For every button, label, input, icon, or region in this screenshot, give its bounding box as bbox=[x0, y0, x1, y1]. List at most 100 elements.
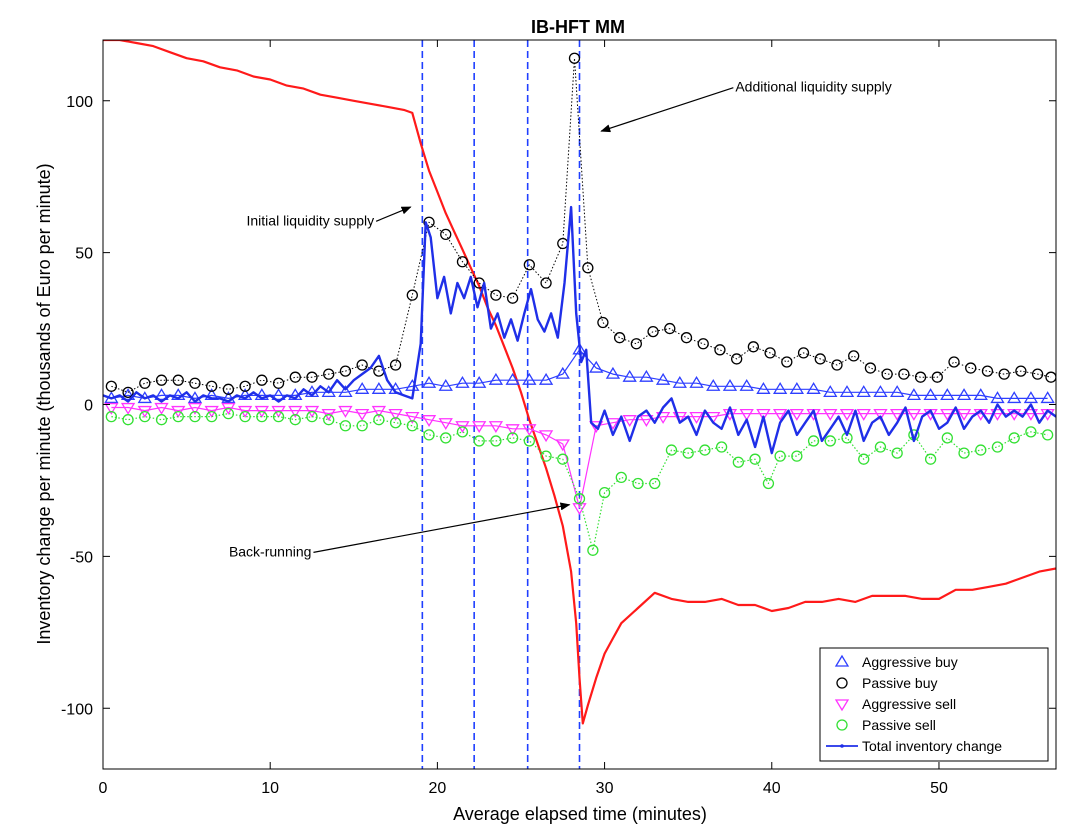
legend-swatch bbox=[836, 677, 848, 689]
data-point-aggressive-buy bbox=[772, 382, 788, 394]
data-point-passive-buy bbox=[568, 52, 581, 64]
data-point-passive-sell bbox=[506, 432, 519, 444]
data-point-passive-sell bbox=[406, 420, 418, 432]
data-point-passive-sell bbox=[975, 444, 987, 456]
legend-box bbox=[819, 647, 1049, 762]
data-point-passive-buy bbox=[613, 332, 626, 344]
y-tick-label: 100 bbox=[66, 94, 93, 111]
data-point-aggressive-buy bbox=[355, 382, 370, 394]
data-point-passive-buy bbox=[664, 322, 676, 335]
data-point-aggressive-buy bbox=[522, 372, 537, 385]
data-point-aggressive-buy bbox=[589, 360, 604, 373]
data-point-passive-buy bbox=[647, 325, 659, 338]
data-point-aggressive-sell bbox=[856, 408, 871, 421]
data-point-aggressive-buy bbox=[488, 372, 504, 385]
data-point-passive-buy bbox=[848, 350, 860, 362]
data-point-aggressive-buy bbox=[438, 379, 453, 391]
x-axis-label: Average elapsed time (minutes) bbox=[453, 804, 707, 824]
data-point-passive-sell bbox=[222, 407, 235, 420]
data-point-aggressive-sell bbox=[505, 424, 520, 437]
data-point-passive-buy bbox=[914, 371, 927, 383]
data-point-aggressive-buy bbox=[1023, 391, 1039, 404]
data-point-passive-buy bbox=[731, 353, 743, 365]
data-point-passive-sell bbox=[774, 450, 786, 462]
annotations: Initial liquidity supply Additional liqui… bbox=[229, 79, 892, 560]
data-point-aggressive-buy bbox=[120, 388, 136, 401]
legend-label: Total inventory change bbox=[862, 738, 1002, 754]
data-point-passive-sell bbox=[155, 414, 168, 426]
data-point-passive-sell bbox=[682, 447, 694, 459]
data-point-aggressive-buy bbox=[472, 375, 487, 388]
data-point-passive-buy bbox=[189, 377, 201, 389]
data-point-passive-buy bbox=[747, 341, 760, 353]
data-point-passive-buy bbox=[155, 374, 168, 386]
legend-label: Passive sell bbox=[862, 717, 936, 733]
data-point-passive-buy bbox=[172, 374, 184, 386]
legend-label: Aggressive sell bbox=[862, 696, 956, 712]
series-aggressive-sell bbox=[104, 402, 1055, 516]
data-point-aggressive-sell bbox=[338, 405, 353, 418]
chart-title: IB-HFT MM bbox=[531, 17, 625, 37]
data-point-aggressive-buy bbox=[271, 388, 286, 401]
x-tick-label: 0 bbox=[99, 780, 108, 797]
data-point-aggressive-buy bbox=[505, 372, 520, 385]
data-point-passive-sell bbox=[632, 477, 644, 490]
data-point-passive-sell bbox=[1008, 432, 1020, 444]
data-point-passive-buy bbox=[1031, 368, 1044, 380]
legend: Aggressive buy Passive buy Aggressive sell… bbox=[819, 647, 1049, 762]
data-point-aggressive-sell bbox=[555, 439, 570, 452]
data-point-aggressive-sell bbox=[304, 405, 320, 418]
data-point-passive-buy bbox=[764, 347, 776, 359]
data-point-passive-sell bbox=[272, 410, 285, 423]
data-point-aggressive-sell bbox=[288, 405, 303, 418]
data-point-aggressive-sell bbox=[455, 421, 470, 434]
data-point-passive-sell bbox=[615, 471, 627, 484]
data-point-aggressive-buy bbox=[940, 388, 955, 401]
data-point-passive-buy bbox=[630, 338, 642, 350]
data-point-aggressive-sell bbox=[221, 402, 236, 415]
data-point-aggressive-sell bbox=[622, 415, 637, 427]
data-point-passive-sell bbox=[991, 441, 1004, 453]
data-point-passive-sell bbox=[598, 486, 611, 499]
data-point-aggressive-buy bbox=[756, 382, 771, 394]
series-layer bbox=[103, 40, 1056, 725]
data-point-passive-sell bbox=[715, 441, 728, 453]
data-point-aggressive-sell bbox=[890, 408, 905, 421]
series-line-aggressive-sell bbox=[111, 406, 1048, 509]
legend-item-aggressive-sell: Aggressive sell bbox=[834, 696, 956, 712]
data-point-passive-buy bbox=[831, 359, 843, 371]
data-point-aggressive-buy bbox=[856, 385, 871, 398]
data-point-aggressive-buy bbox=[890, 385, 905, 398]
data-point-passive-sell bbox=[924, 453, 937, 465]
data-point-passive-buy bbox=[239, 380, 251, 392]
data-point-passive-sell bbox=[699, 444, 711, 456]
data-point-aggressive-buy bbox=[789, 382, 804, 394]
data-point-aggressive-sell bbox=[472, 421, 487, 434]
data-point-aggressive-buy bbox=[689, 375, 704, 388]
data-point-passive-buy bbox=[272, 377, 285, 389]
data-point-aggressive-sell bbox=[120, 402, 136, 415]
data-point-passive-sell bbox=[206, 410, 218, 423]
data-point-aggressive-sell bbox=[873, 408, 888, 421]
annotation-arrow-1 bbox=[600, 87, 734, 133]
data-point-passive-buy bbox=[490, 289, 502, 301]
data-point-passive-sell bbox=[665, 444, 678, 456]
data-point-aggressive-buy bbox=[706, 379, 721, 391]
data-point-passive-buy bbox=[406, 289, 418, 301]
data-point-passive-sell bbox=[306, 410, 318, 423]
annotation-arrow-0 bbox=[375, 206, 412, 222]
data-point-aggressive-buy bbox=[605, 366, 621, 379]
data-point-aggressive-buy bbox=[538, 372, 554, 385]
data-point-passive-buy bbox=[256, 374, 268, 386]
data-point-passive-buy bbox=[557, 237, 569, 250]
data-point-aggressive-sell bbox=[990, 408, 1005, 421]
x-tick-label: 30 bbox=[596, 780, 614, 797]
series-line-cumulative bbox=[103, 40, 1056, 725]
data-point-passive-buy bbox=[781, 356, 793, 368]
data-point-passive-buy bbox=[597, 316, 609, 329]
data-point-aggressive-sell bbox=[388, 408, 403, 421]
axis-ticks: 0 10 20 30 40 50 -100 -50 0 50 100 bbox=[61, 40, 1056, 797]
data-point-aggressive-sell bbox=[522, 424, 537, 437]
data-point-passive-sell bbox=[732, 456, 744, 468]
data-point-passive-sell bbox=[172, 410, 184, 423]
